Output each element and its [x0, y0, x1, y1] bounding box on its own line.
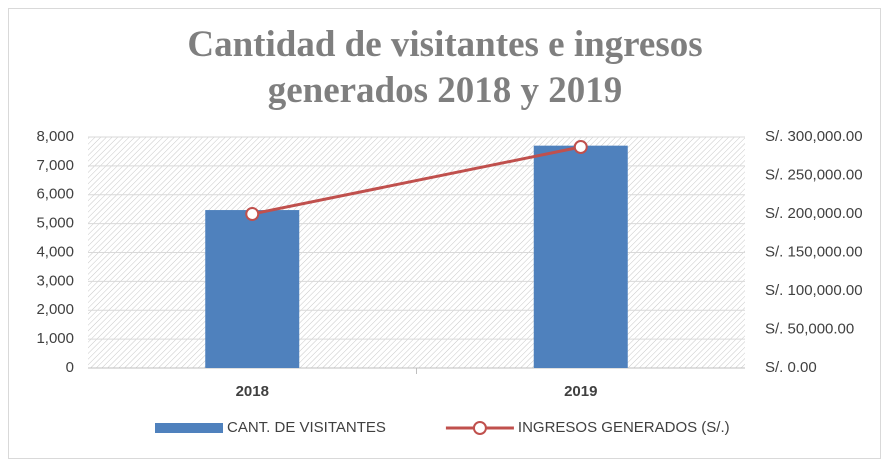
y2-tick-label: S/. 150,000.00 — [765, 243, 863, 260]
y-tick-label: 6,000 — [36, 186, 74, 203]
y-tick-label: 0 — [66, 359, 74, 376]
y-tick-label: 8,000 — [36, 128, 74, 145]
y2-tick-label: S/. 300,000.00 — [765, 128, 863, 145]
legend-swatch — [155, 423, 223, 433]
x-tick-label: 2018 — [236, 383, 269, 400]
line — [251, 145, 582, 216]
y2-tick-label: S/. 100,000.00 — [765, 282, 863, 299]
legend-label: CANT. DE VISITANTES — [227, 419, 386, 436]
legend-label: INGRESOS GENERADOS (S/.) — [518, 419, 730, 436]
y-tick-label: 3,000 — [36, 272, 74, 289]
bar — [205, 210, 300, 368]
y-tick-label: 7,000 — [36, 157, 74, 174]
y-tick-label: 4,000 — [36, 243, 74, 260]
y-tick-label: 1,000 — [36, 330, 74, 347]
legend-marker — [472, 421, 487, 435]
y2-tick-label: S/. 200,000.00 — [765, 205, 863, 222]
y2-tick-label: S/. 0.00 — [765, 359, 817, 376]
y-tick-label: 2,000 — [36, 301, 74, 318]
y2-tick-label: S/. 250,000.00 — [765, 166, 863, 183]
line-marker — [573, 140, 588, 155]
y-tick-label: 5,000 — [36, 215, 74, 232]
line-marker — [245, 207, 260, 221]
chart-title: Cantidad de visitantes e ingresos genera… — [187, 24, 703, 111]
y2-tick-label: S/. 50,000.00 — [765, 320, 854, 337]
x-tick-label: 2019 — [564, 383, 597, 400]
bar — [533, 145, 628, 368]
